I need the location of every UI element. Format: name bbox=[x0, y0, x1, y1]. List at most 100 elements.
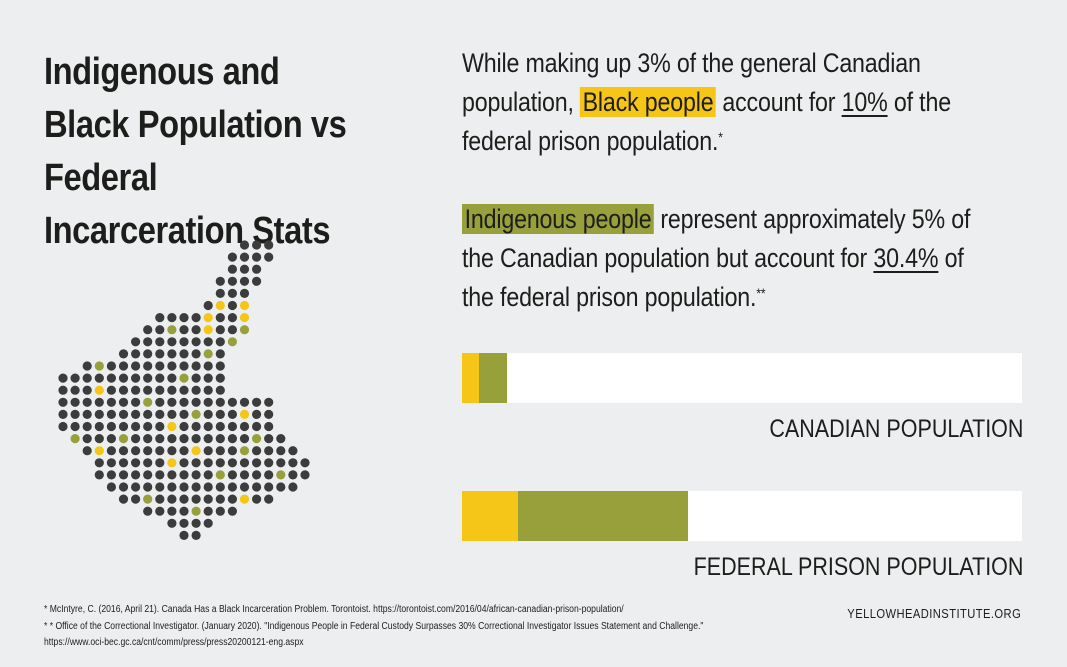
map-dot bbox=[276, 458, 286, 468]
map-dot bbox=[191, 482, 201, 492]
map-dot bbox=[179, 373, 189, 383]
map-dot bbox=[288, 482, 298, 492]
map-dot bbox=[239, 300, 250, 311]
map-dot bbox=[58, 397, 68, 407]
map-dot bbox=[227, 470, 237, 480]
map-dot bbox=[215, 385, 225, 395]
map-dot bbox=[215, 506, 225, 516]
map-dot bbox=[58, 409, 68, 419]
map-dot bbox=[252, 434, 262, 444]
map-dot bbox=[118, 434, 129, 444]
map-dot bbox=[82, 409, 92, 419]
map-dot bbox=[239, 409, 250, 419]
map-dot bbox=[82, 373, 92, 383]
map-dot bbox=[167, 434, 177, 444]
map-dot bbox=[179, 482, 189, 492]
map-dot bbox=[131, 373, 141, 383]
map-dot bbox=[179, 530, 189, 541]
map-dot bbox=[94, 434, 104, 444]
map-dot bbox=[239, 421, 250, 432]
bar-segment-black-people bbox=[462, 353, 479, 403]
map-dot bbox=[252, 252, 262, 262]
map-dot bbox=[179, 458, 189, 468]
map-dot bbox=[300, 458, 310, 468]
map-dot bbox=[227, 264, 237, 274]
footnote-1: * McIntyre, C. (2016, April 21). Canada … bbox=[44, 604, 624, 615]
map-dot bbox=[215, 434, 225, 444]
map-dot bbox=[118, 385, 129, 395]
map-dot bbox=[179, 397, 189, 407]
bar-category-label: FEDERAL PRISON POPULATION bbox=[693, 553, 1023, 581]
indigenous-statement-mid: represent approximately 5% of the Canadi… bbox=[462, 204, 971, 273]
map-dot bbox=[179, 434, 189, 444]
map-dot bbox=[239, 240, 250, 250]
map-dot bbox=[155, 337, 165, 347]
bar-track bbox=[462, 491, 1022, 541]
map-dot bbox=[155, 482, 165, 492]
map-dot bbox=[131, 434, 141, 444]
indigenous-people-highlight: Indigenous people bbox=[462, 204, 655, 234]
page-title: Indigenous and Black Population vs Feder… bbox=[44, 51, 347, 252]
map-dot bbox=[143, 325, 153, 335]
map-dot bbox=[179, 470, 189, 480]
map-dot bbox=[106, 434, 116, 444]
map-dot bbox=[264, 458, 274, 468]
map-dot bbox=[131, 494, 141, 504]
footnote-2-url: https://www.oci-bec.gc.ca/cnt/comm/press… bbox=[44, 637, 304, 648]
map-dot bbox=[94, 385, 104, 395]
map-dot bbox=[203, 458, 213, 468]
map-dot bbox=[203, 409, 213, 419]
map-dot bbox=[58, 421, 68, 432]
map-dot bbox=[203, 349, 213, 359]
map-dot bbox=[227, 446, 237, 456]
map-dot bbox=[179, 446, 189, 456]
map-dot bbox=[167, 494, 177, 504]
bar-segment-indigenous-people bbox=[518, 491, 689, 541]
map-dot bbox=[227, 506, 237, 516]
map-dot bbox=[288, 470, 298, 480]
map-dot bbox=[106, 458, 116, 468]
map-dot bbox=[179, 349, 189, 359]
map-dot bbox=[215, 300, 225, 311]
black-statement-post: of the federal prison population. bbox=[462, 87, 951, 156]
map-dot bbox=[143, 458, 153, 468]
map-dot bbox=[118, 373, 129, 383]
map-dot bbox=[143, 337, 153, 347]
map-dot bbox=[264, 240, 274, 250]
map-dot bbox=[167, 409, 177, 419]
map-dot bbox=[167, 349, 177, 359]
indigenous-statement: Indigenous people represent approximatel… bbox=[462, 200, 978, 317]
map-dot bbox=[191, 518, 201, 528]
map-dot bbox=[118, 470, 129, 480]
map-dot bbox=[252, 446, 262, 456]
map-dot bbox=[70, 373, 80, 383]
map-dot bbox=[155, 361, 165, 371]
map-dot bbox=[143, 361, 153, 371]
map-dot bbox=[131, 397, 141, 407]
map-dot bbox=[155, 373, 165, 383]
map-dot bbox=[155, 349, 165, 359]
map-dot bbox=[239, 313, 250, 323]
map-dot bbox=[227, 337, 237, 347]
map-dot bbox=[239, 397, 250, 407]
map-dot bbox=[143, 349, 153, 359]
map-dot bbox=[143, 421, 153, 432]
map-dot bbox=[239, 470, 250, 480]
map-dot bbox=[215, 397, 225, 407]
map-dot bbox=[191, 470, 201, 480]
map-dot bbox=[300, 470, 310, 480]
map-dot bbox=[227, 458, 237, 468]
map-dot bbox=[203, 313, 213, 323]
map-dot bbox=[203, 385, 213, 395]
map-dot bbox=[131, 446, 141, 456]
map-dot bbox=[227, 482, 237, 492]
map-dot bbox=[155, 385, 165, 395]
map-dot bbox=[191, 458, 201, 468]
map-dot bbox=[106, 470, 116, 480]
map-dot bbox=[82, 397, 92, 407]
map-dot bbox=[58, 373, 68, 383]
map-dot bbox=[215, 325, 225, 335]
footnote-2: * * Office of the Correctional Investiga… bbox=[44, 621, 704, 632]
map-dot bbox=[191, 349, 201, 359]
map-dot bbox=[118, 409, 129, 419]
